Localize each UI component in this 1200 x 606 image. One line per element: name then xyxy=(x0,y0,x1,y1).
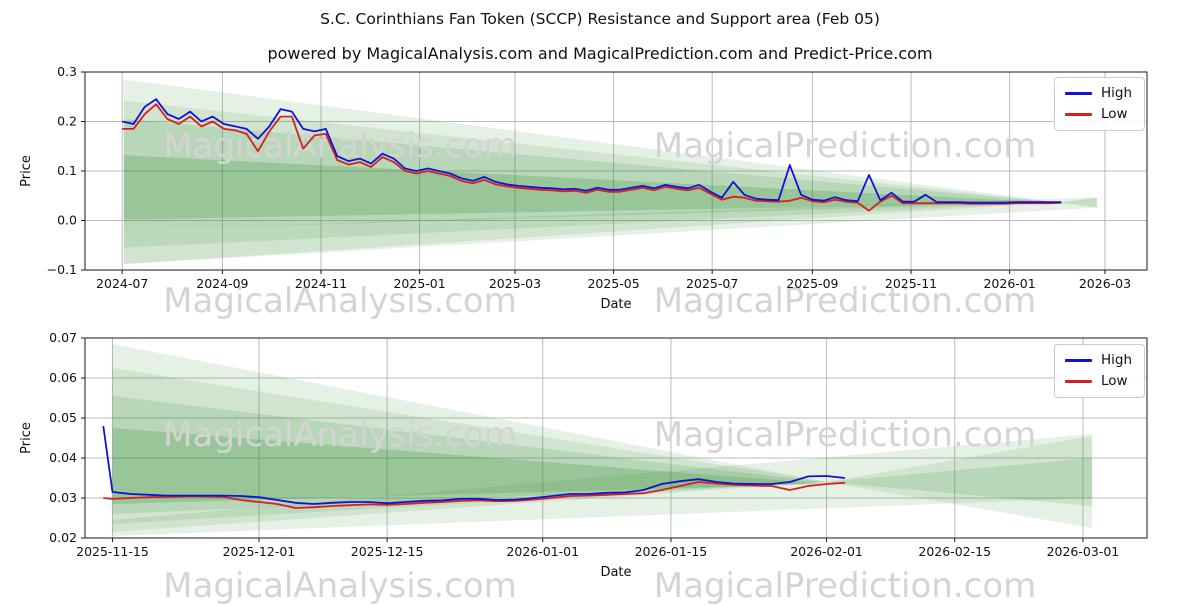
resistance-support-fan-2 xyxy=(123,100,1057,248)
right-expanding-core xyxy=(826,458,1093,506)
watermark-analysis: MagicalAnalysis.com xyxy=(163,281,517,321)
legend: High Low xyxy=(1053,77,1145,131)
high-line-swatch xyxy=(1064,92,1092,95)
rising-support-band xyxy=(112,434,1093,536)
x-tick-label: 2025-03 xyxy=(489,276,541,291)
watermark-analysis: MagicalAnalysis.com xyxy=(163,126,517,166)
x-tick-label: 2026-03 xyxy=(1079,276,1131,291)
low-line xyxy=(103,481,845,509)
x-tick-label: 2026-01 xyxy=(983,276,1035,291)
page-title: S.C. Corinthians Fan Token (SCCP) Resist… xyxy=(320,10,880,28)
right-tip-band xyxy=(1056,197,1097,208)
top-price-chart: MagicalAnalysis.com MagicalPrediction.com… xyxy=(0,65,1200,323)
plot-border xyxy=(84,337,1148,539)
legend-label-high: High xyxy=(1100,352,1132,368)
x-tick-label: 2024-09 xyxy=(196,276,248,291)
high-line xyxy=(122,98,1062,204)
x-tick-label: 2025-07 xyxy=(686,276,738,291)
low-line xyxy=(122,103,1062,212)
page-subtitle: powered by MagicalAnalysis.com and Magic… xyxy=(267,44,933,63)
resistance-support-fan-2 xyxy=(112,368,827,524)
x-tick-label: 2025-01 xyxy=(393,276,445,291)
x-tick-label: 2024-11 xyxy=(295,276,347,291)
x-tick-label: 2026-02-15 xyxy=(918,544,991,559)
y-tick-label: 0.03 xyxy=(49,490,77,505)
x-tick-label: 2026-02-01 xyxy=(790,544,863,559)
x-tick-label: 2026-01-15 xyxy=(635,544,708,559)
y-tick-label: −0.1 xyxy=(47,262,77,277)
watermark-prediction: MagicalPrediction.com xyxy=(653,281,1037,321)
x-tick-label: 2025-11-15 xyxy=(76,544,149,559)
y-tick-label: 0.1 xyxy=(57,163,77,178)
top-chart-canvas: MagicalAnalysis.com MagicalPrediction.com… xyxy=(19,65,1148,312)
high-line-swatch xyxy=(1064,359,1092,362)
resistance-support-fan-outer xyxy=(123,79,1057,265)
x-tick-label: 2025-09 xyxy=(786,276,838,291)
resistance-support-core xyxy=(112,428,827,504)
x-axis-label: Date xyxy=(600,565,631,580)
legend-item-low: Low xyxy=(1064,104,1132,125)
legend: High Low xyxy=(1053,344,1145,398)
legend-item-high: High xyxy=(1064,83,1132,104)
low-line-swatch xyxy=(1064,380,1092,383)
y-tick-label: 0.3 xyxy=(57,65,77,79)
legend-label-low: Low xyxy=(1100,373,1128,389)
x-tick-label: 2025-12-01 xyxy=(223,544,296,559)
watermark-prediction: MagicalPrediction.com xyxy=(654,415,1037,455)
high-line xyxy=(102,425,845,505)
watermark-analysis: MagicalAnalysis.com xyxy=(163,566,517,606)
x-tick-label: 2026-03-01 xyxy=(1047,544,1120,559)
x-tick-label: 2026-01-01 xyxy=(506,544,579,559)
rising-support-band xyxy=(123,197,1097,265)
resistance-support-fan-outer xyxy=(112,344,827,532)
right-expanding-fan xyxy=(826,436,1093,528)
y-tick-label: 0.2 xyxy=(57,114,77,129)
legend-item-high: High xyxy=(1064,350,1132,371)
resistance-support-fan-3 xyxy=(112,396,827,514)
y-tick-label: 0.04 xyxy=(49,450,77,465)
watermark-prediction: MagicalPrediction.com xyxy=(654,126,1037,166)
resistance-support-core xyxy=(123,155,1057,220)
bottom-chart-canvas: MagicalAnalysis.com MagicalPrediction.com… xyxy=(19,330,1148,580)
y-tick-label: 0.0 xyxy=(57,213,77,228)
low-line-swatch xyxy=(1064,113,1092,116)
y-axis-label: Price xyxy=(19,155,34,187)
legend-label-high: High xyxy=(1100,85,1132,101)
watermark-prediction: MagicalPrediction.com xyxy=(653,566,1037,606)
legend-item-low: Low xyxy=(1064,371,1132,392)
x-tick-label: 2025-05 xyxy=(587,276,639,291)
y-tick-label: 0.06 xyxy=(49,370,77,385)
x-tick-label: 2025-12-15 xyxy=(351,544,424,559)
y-tick-label: 0.02 xyxy=(49,530,77,545)
x-tick-label: 2024-07 xyxy=(96,276,148,291)
watermark-analysis: MagicalAnalysis.com xyxy=(163,415,517,455)
y-tick-label: 0.05 xyxy=(49,410,77,425)
y-tick-label: 0.07 xyxy=(49,330,77,345)
x-tick-label: 2025-11 xyxy=(885,276,937,291)
y-axis-label: Price xyxy=(19,422,34,454)
x-axis-label: Date xyxy=(600,297,631,312)
legend-label-low: Low xyxy=(1100,106,1128,122)
bottom-price-chart: MagicalAnalysis.com MagicalPrediction.com… xyxy=(0,330,1200,600)
